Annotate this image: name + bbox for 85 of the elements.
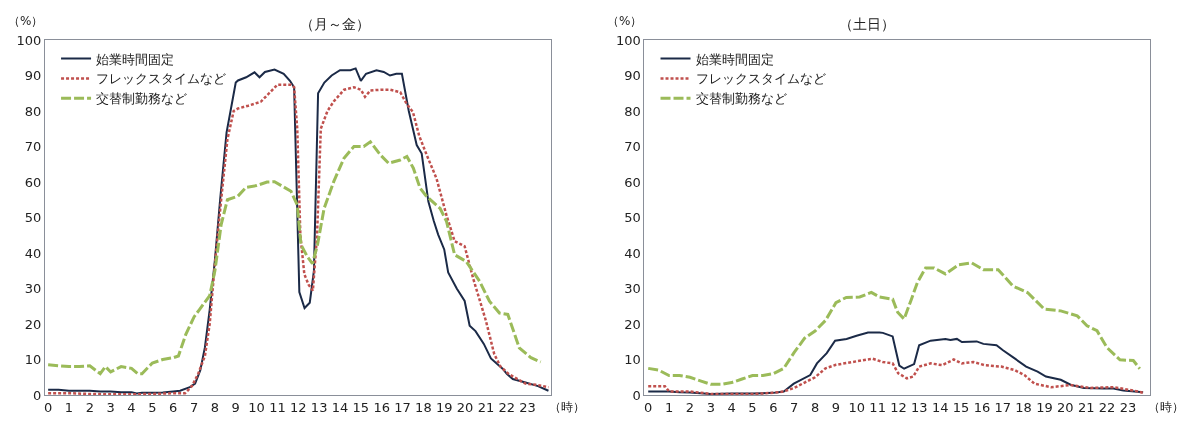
x-tick-label: 10 (848, 399, 866, 415)
x-tick-label: 9 (231, 399, 240, 415)
x-tick-label: 22 (498, 399, 516, 415)
y-tick-label: 0 (33, 387, 42, 403)
x-tick-label: 7 (790, 399, 799, 415)
x-tick-label: 12 (890, 399, 907, 415)
legend-label: フレックスタイムなど (96, 71, 227, 87)
y-tick-label: 30 (624, 281, 641, 297)
x-tick-label: 13 (310, 399, 328, 415)
x-tick-label: 23 (519, 399, 536, 415)
y-tick-label: 100 (616, 32, 641, 48)
y-tick-label: 10 (624, 352, 641, 368)
y-axis-title: （%） (607, 14, 643, 28)
y-tick-label: 20 (624, 316, 641, 332)
y-tick-label: 70 (24, 139, 42, 155)
x-tick-label: 3 (106, 399, 115, 415)
x-tick-label: 20 (1057, 399, 1074, 415)
x-tick-label: 1 (64, 399, 74, 415)
x-tick-label: 17 (994, 399, 1012, 415)
x-tick-label: 4 (727, 399, 736, 415)
y-tick-label: 30 (24, 281, 42, 297)
x-tick-label: 22 (1098, 399, 1116, 415)
x-tick-label: 8 (210, 399, 220, 415)
x-tick-label: 9 (831, 399, 841, 415)
x-axis-title: （時） (549, 400, 585, 414)
y-tick-label: 60 (624, 174, 641, 190)
x-axis-title: （時） (1148, 400, 1184, 414)
y-tick-label: 50 (624, 210, 641, 226)
x-tick-label: 1 (664, 399, 674, 415)
y-tick-label: 10 (24, 352, 42, 368)
line-series (646, 357, 1145, 395)
y-tick-label: 100 (16, 32, 42, 48)
y-tick-label: 70 (624, 139, 641, 155)
legend-label: 始業時間固定 (695, 51, 774, 67)
x-tick-label: 10 (248, 399, 265, 415)
x-tick-label: 0 (644, 399, 653, 415)
x-tick-label: 12 (290, 399, 307, 415)
legend-label: 交替制勤務など (695, 91, 787, 107)
legend-label: 交替制勤務など (96, 91, 188, 107)
x-tick-label: 4 (127, 399, 136, 415)
x-tick-label: 18 (1015, 399, 1032, 415)
x-tick-label: 15 (952, 399, 970, 415)
y-tick-label: 60 (24, 174, 42, 190)
legend-label: 始業時間固定 (96, 51, 175, 67)
x-tick-label: 3 (706, 399, 715, 415)
legend-label: フレックスタイムなど (695, 71, 826, 87)
x-tick-label: 2 (85, 399, 94, 415)
y-tick-label: 40 (24, 245, 42, 261)
x-tick-label: 16 (973, 399, 991, 415)
x-tick-label: 19 (435, 399, 453, 415)
x-tick-label: 11 (869, 399, 886, 415)
x-tick-label: 8 (810, 399, 820, 415)
x-tick-label: 13 (911, 399, 928, 415)
y-tick-label: 0 (632, 387, 641, 403)
y-tick-label: 20 (24, 316, 42, 332)
y-tick-label: 80 (24, 103, 42, 119)
chart-title: （月～金） (300, 16, 370, 32)
y-axis-title: （%） (8, 14, 44, 28)
y-tick-label: 40 (624, 245, 641, 261)
line-series (46, 140, 543, 376)
x-tick-label: 0 (43, 399, 53, 415)
y-tick-label: 90 (24, 68, 42, 84)
x-tick-label: 17 (394, 399, 411, 415)
x-tick-label: 5 (748, 399, 757, 415)
x-tick-label: 21 (1077, 399, 1095, 415)
y-tick-label: 80 (624, 103, 641, 119)
x-tick-label: 5 (148, 399, 157, 415)
x-tick-label: 14 (331, 399, 349, 415)
line-series (646, 261, 1142, 386)
x-tick-label: 16 (373, 399, 390, 415)
x-tick-label: 21 (477, 399, 495, 415)
x-tick-label: 14 (931, 399, 949, 415)
x-tick-label: 19 (1036, 399, 1053, 415)
x-tick-label: 23 (1119, 399, 1137, 415)
x-tick-label: 2 (685, 399, 695, 415)
x-tick-label: 6 (769, 399, 778, 415)
x-tick-label: 11 (269, 399, 286, 415)
x-tick-label: 15 (352, 399, 370, 415)
x-tick-label: 20 (456, 399, 474, 415)
y-tick-label: 50 (24, 210, 42, 226)
x-tick-label: 18 (415, 399, 432, 415)
x-tick-label: 6 (169, 399, 178, 415)
chart-title: （土日） (839, 16, 895, 32)
y-tick-label: 90 (624, 68, 641, 84)
x-tick-label: 7 (189, 399, 199, 415)
